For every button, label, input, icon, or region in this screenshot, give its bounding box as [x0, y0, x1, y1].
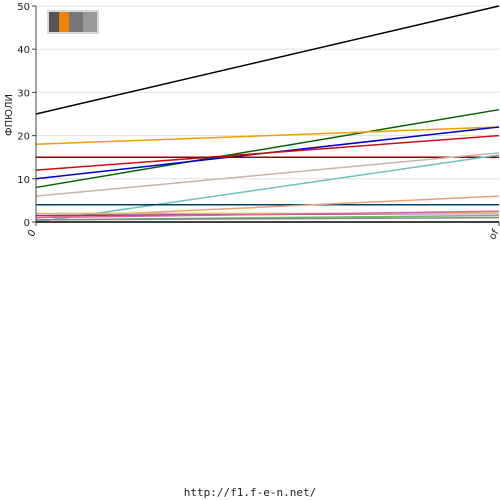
series-line [35, 5, 500, 115]
y-tick-label: 50 [17, 2, 30, 13]
series-line [35, 126, 500, 145]
footer-url[interactable]: http://f1.f-e-n.net/ [183, 486, 317, 499]
series-line [35, 154, 500, 223]
series-lines [35, 5, 500, 223]
f1en-logo [47, 8, 99, 36]
y-tick-label: 0 [24, 218, 30, 229]
series-line [35, 210, 500, 219]
x-tick-label: 0 [26, 228, 39, 239]
y-tick-label: 10 [17, 175, 30, 186]
y-tick-label: 20 [17, 132, 30, 143]
series-line [35, 108, 500, 189]
axes: 0 10 20 30 40 50 0 of [17, 2, 500, 242]
series-line [35, 216, 500, 221]
y-tick-label: 40 [17, 45, 30, 56]
y-tick-label: 30 [17, 88, 30, 99]
x-tick-label: of [487, 228, 500, 242]
series-line [35, 152, 500, 197]
series-line [35, 134, 500, 171]
y-axis-title: ФПЮЛИ [4, 94, 15, 136]
